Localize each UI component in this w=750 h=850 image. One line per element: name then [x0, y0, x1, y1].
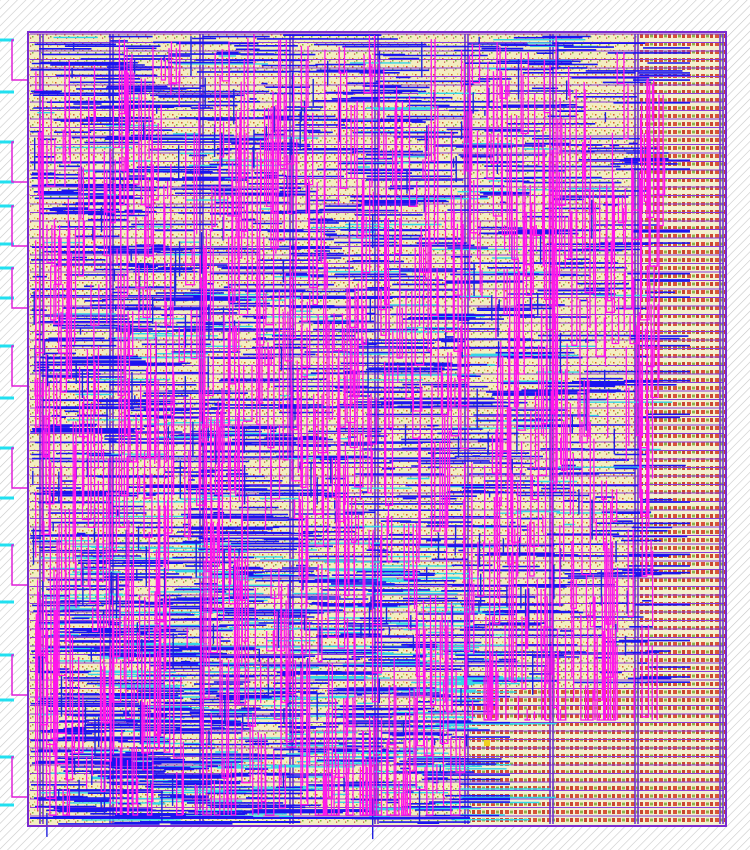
metal4-wires [34, 34, 666, 816]
cell-area-bottom [470, 690, 726, 826]
io-brackets [11, 39, 28, 798]
routing-layers [0, 33, 724, 840]
io-pins [0, 38, 14, 807]
die-boundary [27, 31, 727, 827]
marker [484, 740, 490, 746]
